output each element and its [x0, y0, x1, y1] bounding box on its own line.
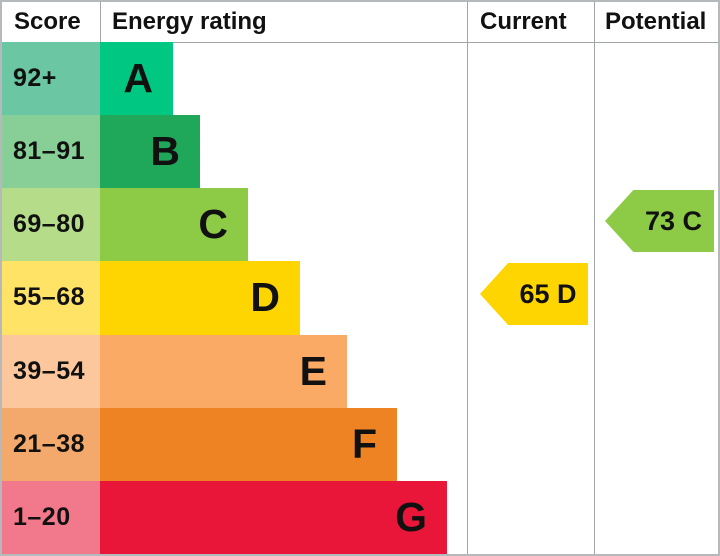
header-score: Score: [14, 8, 81, 35]
band-row-b: 81–91 B: [2, 115, 718, 189]
potential-rating-label: 73 C: [644, 205, 703, 236]
band-letter: G: [395, 493, 427, 540]
rating-bar-c: C: [100, 188, 248, 262]
band-letter: A: [123, 55, 153, 102]
header-energy-rating: Energy rating: [112, 8, 267, 35]
score-range-label: 69–80: [2, 188, 100, 262]
score-range-label: 81–91: [2, 115, 100, 189]
band-row-d: 55–68 D: [2, 261, 718, 335]
header-potential: Potential: [605, 8, 707, 35]
current-rating-label: 65 D: [519, 278, 577, 309]
band-letter: C: [198, 201, 228, 248]
band-letter: D: [250, 274, 280, 321]
chart-header: Score Energy rating Current Potential: [2, 2, 718, 43]
score-range-label: 1–20: [2, 480, 100, 554]
band-row-f: 21–38 F: [2, 407, 718, 481]
header-current: Current: [480, 8, 567, 35]
rating-bar-d: D: [100, 261, 300, 335]
band-row-e: 39–54 E: [2, 334, 718, 408]
divider-potential-column: [594, 2, 595, 554]
divider-score-column: [100, 2, 101, 42]
band-row-g: 1–20 G: [2, 480, 718, 554]
band-rows: 92+ A 81–91 B 69–80 C 55–68 D 39–54 E 21–38 F 1–20 G: [2, 42, 718, 554]
band-letter: E: [299, 347, 327, 394]
band-row-c: 69–80 C: [2, 188, 718, 262]
score-range-label: 55–68: [2, 261, 100, 335]
divider-current-column: [467, 2, 468, 554]
rating-bar-g: G: [100, 480, 447, 554]
rating-bar-a: A: [100, 42, 173, 116]
band-row-a: 92+ A: [2, 42, 718, 116]
score-range-label: 39–54: [2, 334, 100, 408]
score-range-label: 21–38: [2, 407, 100, 481]
rating-bar-b: B: [100, 115, 200, 189]
band-letter: B: [150, 128, 180, 175]
band-letter: F: [351, 420, 377, 467]
rating-bar-f: F: [100, 407, 397, 481]
rating-bar-e: E: [100, 334, 347, 408]
score-range-label: 92+: [2, 42, 100, 116]
